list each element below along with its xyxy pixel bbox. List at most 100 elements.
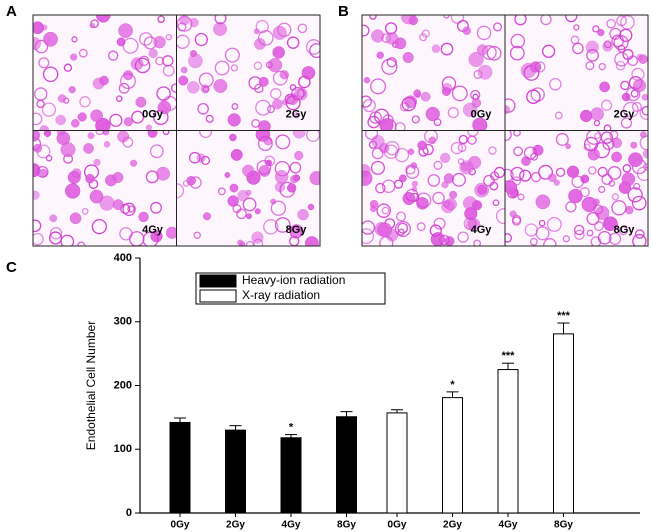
cell <box>395 211 407 222</box>
cell <box>411 115 420 124</box>
cell <box>217 187 226 196</box>
cell <box>593 119 601 127</box>
cell <box>286 36 300 49</box>
cell <box>254 208 261 215</box>
cell <box>214 60 230 76</box>
cell <box>603 216 618 232</box>
cell <box>546 216 562 232</box>
cell <box>33 219 42 233</box>
cell <box>462 26 471 36</box>
cell <box>42 66 59 83</box>
cell <box>155 56 164 66</box>
cell <box>134 57 151 74</box>
cell <box>405 164 416 175</box>
cell <box>120 73 136 90</box>
cell <box>594 132 601 140</box>
cell <box>363 76 371 84</box>
cell <box>122 37 139 54</box>
cell <box>472 117 488 131</box>
cell <box>242 197 257 212</box>
cell <box>139 32 153 46</box>
cell <box>473 239 482 246</box>
cell <box>417 140 428 151</box>
cell <box>189 49 198 58</box>
cell <box>186 176 196 186</box>
cell <box>115 95 123 102</box>
cell <box>60 234 75 246</box>
cell <box>538 164 553 180</box>
cell <box>505 130 512 141</box>
dose-label: 4Gy <box>471 224 493 236</box>
cell <box>451 85 468 102</box>
cell <box>89 189 104 204</box>
cell <box>495 208 505 225</box>
cell <box>386 57 397 68</box>
cell <box>419 33 428 42</box>
cell <box>394 220 411 237</box>
cell <box>433 217 446 230</box>
cell <box>410 162 418 169</box>
cell <box>547 173 557 183</box>
cell <box>590 107 604 121</box>
cell <box>523 146 538 160</box>
cell <box>440 42 454 56</box>
cell <box>401 15 416 25</box>
cell <box>425 106 440 122</box>
cell <box>297 208 309 221</box>
cell <box>258 76 269 87</box>
cell <box>362 24 370 37</box>
cell <box>379 235 394 246</box>
cell <box>594 221 604 231</box>
cell <box>99 75 109 86</box>
legend-label: X-ray radiation <box>242 288 320 302</box>
cell <box>457 158 465 165</box>
cell <box>383 144 399 160</box>
cell <box>254 38 266 50</box>
cell <box>488 146 497 155</box>
cell <box>112 199 124 210</box>
cell <box>618 226 628 236</box>
cell <box>476 25 492 41</box>
cell <box>428 136 437 145</box>
cell <box>170 83 177 93</box>
y-tick-label: 300 <box>114 316 132 328</box>
cell <box>287 183 297 193</box>
cell <box>188 151 201 164</box>
cell <box>586 229 594 237</box>
cell <box>150 201 162 214</box>
cell <box>272 70 288 86</box>
cell <box>200 155 211 165</box>
cell <box>505 233 513 243</box>
cell <box>135 96 147 108</box>
dose-label: 0Gy <box>471 108 493 120</box>
cell <box>534 61 546 73</box>
x-tick-label: 8Gy <box>554 520 573 531</box>
cell <box>91 219 107 235</box>
cell <box>450 15 465 24</box>
cell <box>118 23 133 38</box>
cell <box>70 53 78 61</box>
cell <box>180 66 188 74</box>
panel-letter: B <box>338 3 349 20</box>
cell <box>394 147 410 163</box>
cell <box>33 130 41 142</box>
cell <box>362 95 372 108</box>
cell <box>71 168 82 178</box>
cell <box>258 165 271 177</box>
cell <box>230 149 243 161</box>
cell <box>227 113 241 127</box>
cell <box>385 32 399 45</box>
x-tick-label: 8Gy <box>337 520 356 531</box>
cell <box>162 130 170 136</box>
micrograph <box>176 15 320 131</box>
bar <box>169 421 191 514</box>
legend-swatch <box>199 289 237 303</box>
cell <box>165 33 172 41</box>
y-tick-label: 400 <box>114 252 132 264</box>
bar <box>225 429 246 514</box>
cell <box>608 232 622 245</box>
cell <box>519 169 532 182</box>
cell <box>411 180 418 187</box>
cell <box>33 143 43 153</box>
cell <box>476 44 488 56</box>
